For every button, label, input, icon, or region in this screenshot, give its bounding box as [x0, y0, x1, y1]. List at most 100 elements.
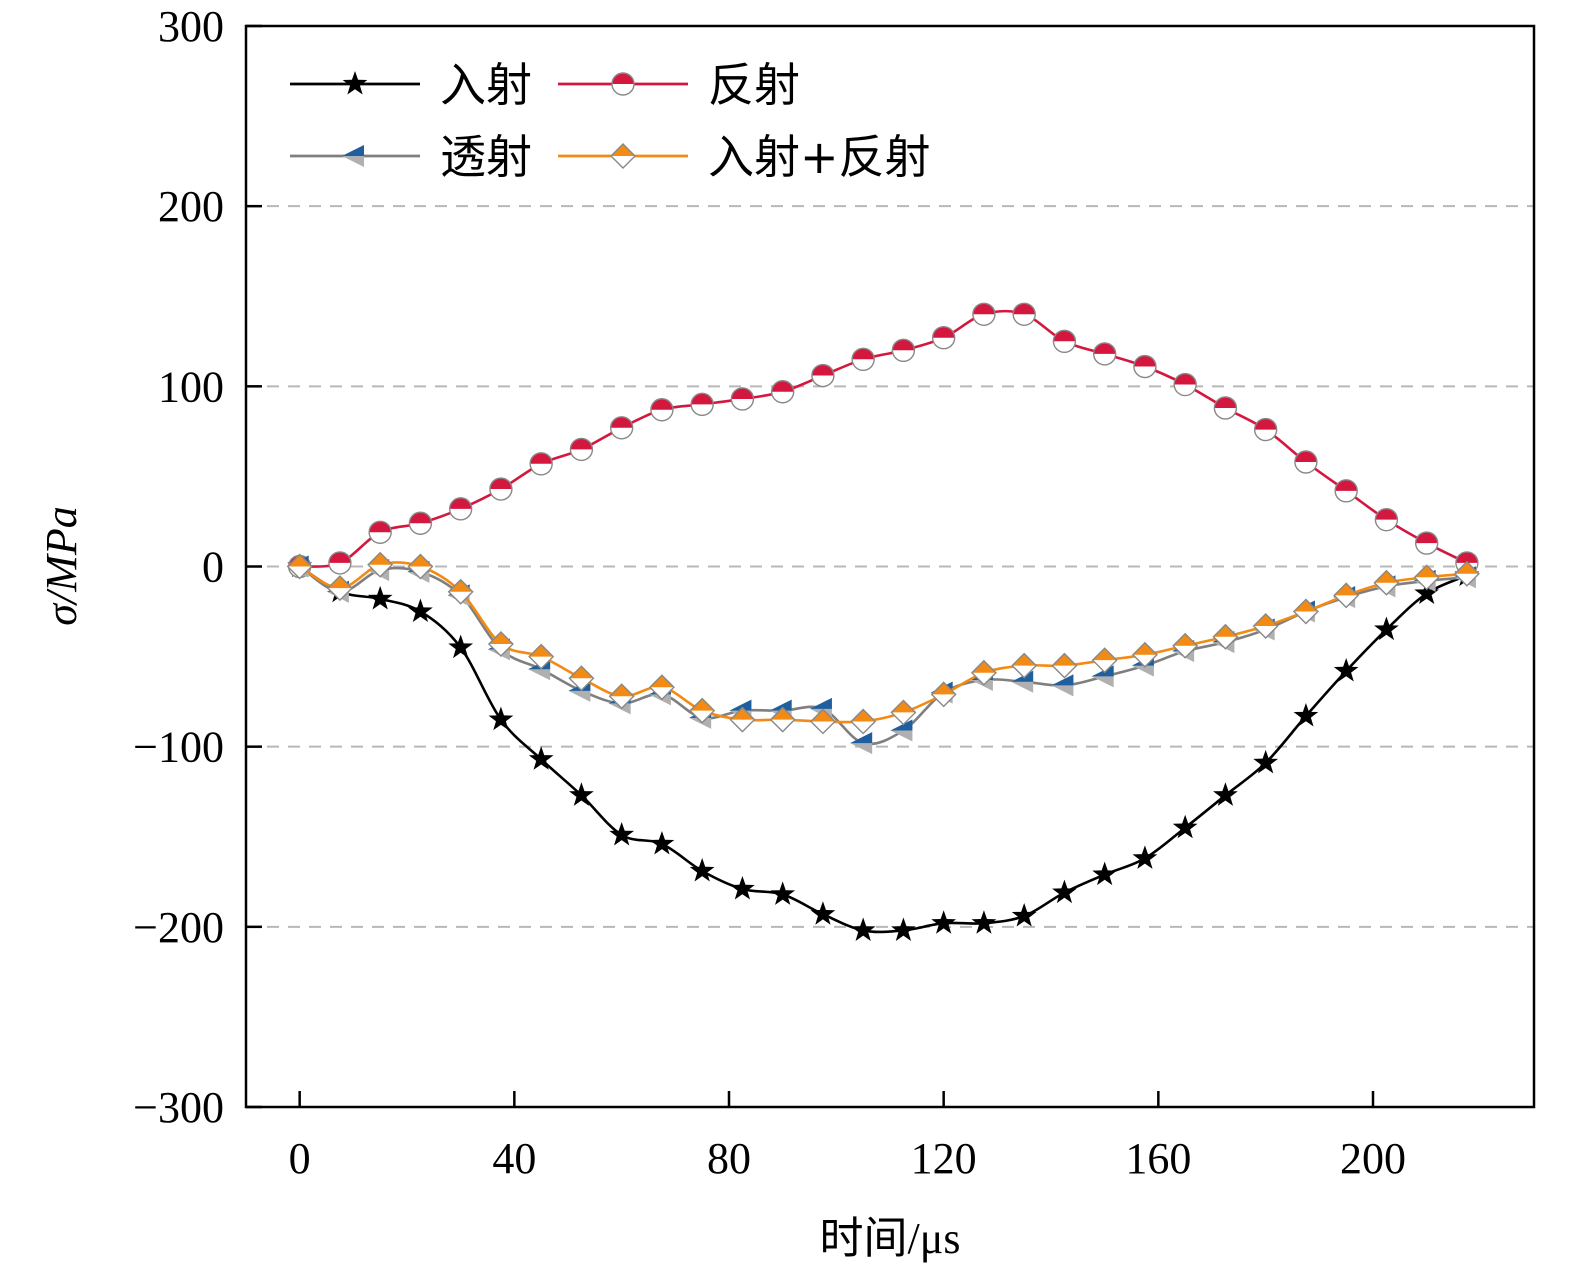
x-tick-label: 200 [1340, 1134, 1406, 1183]
data-point [930, 681, 957, 708]
data-point [650, 398, 674, 422]
data-point [448, 497, 473, 521]
y-tick-label: 200 [158, 182, 224, 231]
data-point [689, 697, 716, 724]
data-point [569, 437, 594, 462]
y-axis-title: σ/MPa [37, 506, 86, 625]
legend-label: 入射+反射 [708, 130, 931, 184]
y-tick-label: −100 [133, 723, 224, 772]
data-point [286, 553, 313, 580]
legend-swatch-marker [611, 72, 635, 96]
data-point [971, 910, 997, 934]
data-point [407, 553, 434, 580]
x-axis-title: 时间/μs [820, 1214, 961, 1263]
data-point [850, 917, 876, 941]
data-point [890, 699, 917, 726]
data-point [1213, 396, 1238, 420]
data-point [1092, 861, 1118, 886]
y-tick-label: 100 [158, 362, 224, 411]
data-point [367, 551, 394, 578]
data-point [931, 325, 956, 350]
data-point [1133, 354, 1157, 379]
data-point [1011, 652, 1038, 679]
data-point [1253, 417, 1278, 442]
data-point [810, 901, 836, 925]
data-point [891, 338, 916, 362]
data-point [1453, 560, 1480, 587]
data-point [368, 520, 392, 544]
data-point [609, 416, 634, 440]
data-point [1173, 372, 1197, 397]
data-point [649, 830, 675, 855]
data-point [1091, 647, 1118, 674]
series-1 [287, 553, 1480, 941]
data-point [1051, 652, 1078, 679]
data-point [972, 302, 996, 326]
data-point [1292, 598, 1319, 625]
data-point [1252, 612, 1279, 639]
data-point [1413, 564, 1440, 591]
data-point [770, 881, 796, 905]
data-point [447, 578, 474, 605]
y-tick-label: 0 [202, 543, 224, 592]
data-point [328, 551, 352, 575]
data-point [1374, 616, 1399, 641]
data-point [609, 821, 635, 846]
y-tick-label: 300 [158, 2, 224, 51]
data-point [489, 477, 513, 501]
data-point [448, 634, 474, 659]
x-tick-label: 40 [492, 1134, 536, 1183]
series-layer [286, 302, 1480, 941]
data-point [1212, 623, 1239, 650]
data-point [1333, 658, 1359, 682]
grid-lines [246, 205, 1534, 928]
data-point [1132, 845, 1158, 869]
data-point [891, 917, 916, 941]
x-tick-label: 120 [911, 1134, 977, 1183]
data-point [1293, 703, 1319, 727]
legend-entry: 反射 [558, 58, 800, 112]
legend-swatch-marker [610, 143, 636, 169]
legend-entry: 入射+反射 [558, 130, 931, 184]
data-point [1253, 749, 1279, 774]
data-point [1052, 879, 1077, 904]
data-point [608, 683, 635, 710]
data-point [1011, 670, 1034, 693]
x-tick-label: 160 [1125, 1134, 1191, 1183]
data-point [367, 585, 393, 610]
axes: −300 −200 −100 0 100 200 300 0 40 80 120 160 200 [133, 2, 1406, 1183]
x-tick-label: 80 [707, 1134, 751, 1183]
data-point [1213, 782, 1238, 806]
data-point [1172, 814, 1198, 839]
legend-entry: 入射 [290, 58, 532, 112]
series-line [299, 309, 1468, 568]
data-point [890, 719, 913, 742]
data-point [1051, 674, 1074, 697]
data-point [1011, 903, 1037, 927]
data-point [326, 575, 353, 602]
data-point [1333, 582, 1360, 609]
data-point [850, 708, 877, 735]
series-line [298, 565, 1468, 934]
data-point [1131, 641, 1158, 668]
data-point [729, 706, 756, 733]
data-point [769, 706, 796, 733]
data-point [730, 876, 755, 900]
data-point [1294, 450, 1318, 474]
data-point [770, 380, 795, 404]
series-line [298, 561, 1468, 724]
data-point [648, 674, 675, 701]
x-tick-label: 0 [289, 1134, 311, 1183]
legend-swatch-marker [342, 71, 368, 95]
data-point [528, 746, 554, 770]
data-point [1414, 580, 1440, 605]
y-tick-label: −300 [133, 1083, 224, 1132]
data-point [730, 387, 755, 411]
data-point [811, 363, 835, 388]
data-point [408, 511, 433, 535]
data-point [1092, 342, 1117, 366]
data-point [1012, 302, 1036, 326]
series-4 [286, 551, 1480, 735]
legend-label: 入射 [440, 58, 532, 112]
